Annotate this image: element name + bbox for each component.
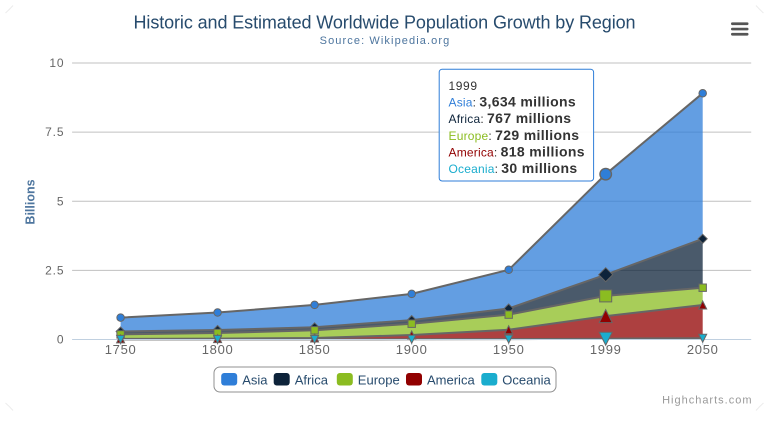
svg-text:Oceania: Oceania	[502, 373, 551, 388]
svg-text:1999: 1999	[590, 342, 622, 357]
svg-text:1800: 1800	[202, 342, 234, 357]
svg-text:Historic and Estimated Worldwi: Historic and Estimated Worldwide Populat…	[134, 13, 636, 33]
svg-text:7.5: 7.5	[45, 125, 64, 139]
svg-text:Highcharts.com: Highcharts.com	[662, 394, 752, 406]
svg-text:1750: 1750	[105, 342, 137, 357]
svg-text:Oceania: 30 millions: Oceania: 30 millions	[449, 160, 578, 176]
svg-text:Europe: Europe	[358, 373, 400, 388]
svg-text:2.5: 2.5	[45, 263, 64, 277]
svg-text:2050: 2050	[687, 342, 719, 357]
svg-text:10: 10	[49, 56, 64, 70]
svg-text:Europe: 729 millions: Europe: 729 millions	[449, 127, 580, 143]
svg-text:America: America	[427, 373, 475, 388]
svg-text:1850: 1850	[299, 342, 331, 357]
svg-text:Africa: Africa	[295, 373, 329, 388]
svg-text:0: 0	[57, 333, 65, 347]
svg-text:Asia: Asia	[242, 373, 268, 388]
svg-text:1900: 1900	[396, 342, 428, 357]
svg-text:America: 818 millions: America: 818 millions	[449, 143, 585, 159]
svg-text:5: 5	[57, 194, 65, 208]
svg-text:Billions: Billions	[24, 179, 38, 224]
svg-text:1950: 1950	[493, 342, 525, 357]
svg-text:1999: 1999	[449, 79, 478, 93]
svg-text:Asia: 3,634 millions: Asia: 3,634 millions	[449, 94, 577, 110]
svg-text:Source: Wikipedia.org: Source: Wikipedia.org	[320, 35, 451, 47]
svg-text:Africa: 767 millions: Africa: 767 millions	[449, 110, 572, 126]
